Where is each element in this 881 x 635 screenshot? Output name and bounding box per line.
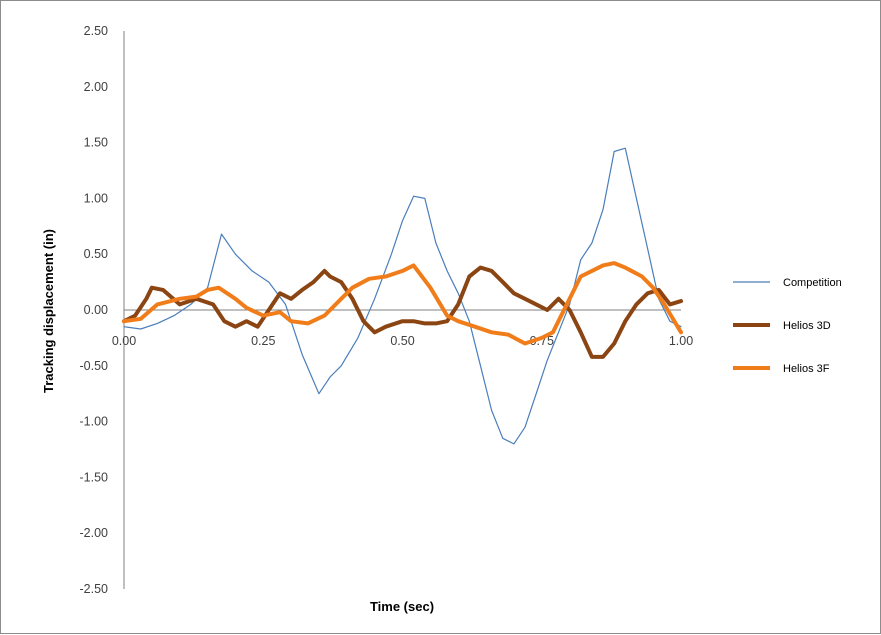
y-tick-label: 2.50: [84, 24, 108, 38]
y-tick-label: 1.00: [84, 191, 108, 205]
y-tick-label: 2.00: [84, 80, 108, 94]
y-tick-label: 0.50: [84, 247, 108, 261]
series-line-competition: [123, 147, 682, 445]
x-tick-label: 0.00: [112, 334, 136, 348]
legend-label: Helios 3D: [783, 320, 831, 332]
x-tick-label: 0.50: [390, 334, 414, 348]
legend: Competition Helios 3D Helios 3F: [733, 277, 842, 375]
x-axis: 0.00 0.25 0.50 0.75 1.00: [112, 309, 693, 348]
x-tick-label: 0.75: [530, 334, 554, 348]
y-tick-label: -2.50: [80, 582, 109, 596]
series-line-helios-3f: [122, 261, 683, 346]
x-axis-title: Time (sec): [370, 599, 434, 614]
y-tick-label: 1.50: [84, 136, 108, 150]
series-lines: [122, 147, 683, 445]
y-tick-label: -2.00: [80, 526, 109, 540]
y-tick-label: 0.00: [84, 303, 108, 317]
x-tick-label: 0.25: [251, 334, 275, 348]
y-axis: 2.50 2.00 1.50 1.00 0.50 0.00 -0.50 -1.00 -1.50 -…: [80, 24, 125, 596]
series-line-helios-3d: [122, 265, 683, 359]
legend-label: Helios 3F: [783, 363, 830, 375]
y-tick-label: -1.50: [80, 470, 109, 484]
x-tick-label: 1.00: [669, 334, 693, 348]
y-axis-title: Tracking displacement (in): [41, 229, 56, 393]
legend-label: Competition: [783, 277, 842, 289]
y-tick-label: -1.00: [80, 415, 109, 429]
y-tick-label: -0.50: [80, 359, 109, 373]
